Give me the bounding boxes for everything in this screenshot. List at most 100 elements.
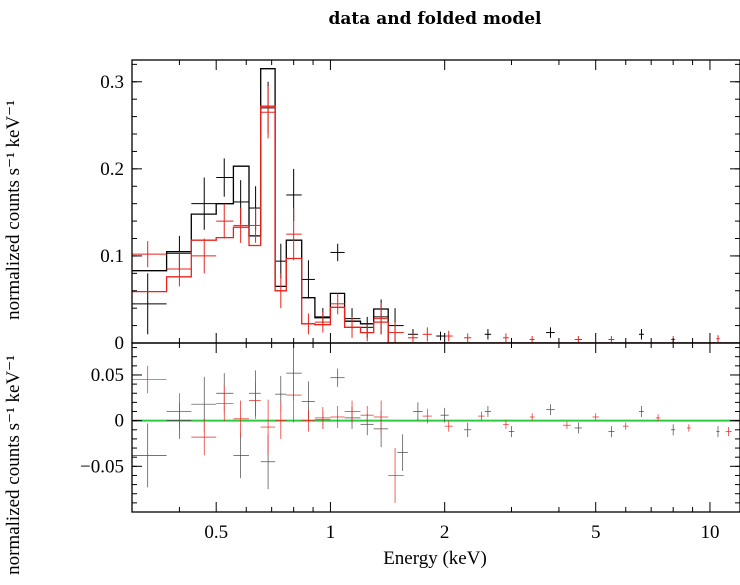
data-point	[546, 404, 555, 416]
data-point	[344, 316, 361, 338]
data-point	[373, 400, 389, 434]
data-point	[286, 208, 302, 261]
data-and-model-panel: 0 0.1 0.2 0.3	[100, 59, 740, 354]
data-point	[686, 424, 691, 432]
data-point	[233, 432, 249, 479]
data-point	[360, 323, 374, 342]
data-point	[344, 308, 361, 330]
data-point	[216, 373, 234, 414]
data-point	[132, 273, 167, 335]
residuals-panel: −0.05 0 0.05 0.5 1 2 5 10	[80, 342, 740, 543]
data-point	[484, 329, 492, 340]
data-point	[216, 385, 234, 422]
data-point	[508, 426, 515, 438]
y-tick-label: 0.2	[100, 159, 124, 180]
data-point	[286, 367, 302, 423]
y-tick-label: 0	[115, 333, 125, 354]
data-point	[725, 427, 732, 437]
data-point	[216, 158, 234, 197]
data-point	[440, 407, 449, 423]
data-point	[397, 434, 408, 471]
x-tick-label: 0.5	[204, 522, 228, 543]
data-point	[260, 399, 276, 455]
data-point	[655, 414, 661, 422]
data-point	[562, 421, 571, 429]
chart-title: data and folded model	[329, 9, 543, 29]
data-point	[344, 406, 361, 429]
y-tick-label: −0.05	[80, 456, 124, 477]
data-point	[444, 330, 453, 342]
data-point	[330, 368, 345, 387]
data-point	[248, 186, 261, 230]
y-tick-label: 0.05	[91, 365, 124, 386]
data-point	[275, 243, 287, 279]
data-point	[166, 393, 192, 430]
data-point	[166, 402, 192, 439]
data-point	[484, 406, 492, 417]
data-point	[464, 333, 472, 343]
model-step-line	[132, 68, 740, 343]
data-point	[388, 308, 404, 343]
data-point	[233, 180, 249, 224]
data-point	[166, 251, 192, 287]
panel-frame	[131, 342, 740, 513]
data-point	[546, 327, 555, 338]
data-point	[314, 406, 331, 429]
data-point	[275, 273, 287, 309]
data-point	[388, 322, 404, 343]
bottom-y-axis-label: normalized counts s⁻¹ keV⁻¹	[3, 355, 24, 575]
x-tick-label: 1	[326, 522, 336, 543]
data-point	[503, 333, 509, 343]
data-point	[464, 422, 472, 438]
data-point	[373, 302, 389, 335]
data-point	[716, 335, 720, 343]
data-point	[301, 260, 315, 299]
data-point	[301, 313, 315, 335]
data-point	[191, 177, 217, 230]
data-point	[716, 426, 720, 438]
x-tick-label: 2	[440, 522, 450, 543]
data-point	[638, 329, 644, 340]
data-point	[216, 203, 234, 239]
y-tick-label: 0.1	[100, 246, 124, 267]
data-point	[622, 422, 629, 430]
data-point	[248, 208, 261, 243]
data-point	[360, 406, 374, 425]
data-point	[592, 413, 599, 421]
data-point	[301, 409, 315, 432]
data-point	[132, 423, 167, 488]
data-point	[330, 293, 345, 315]
x-tick-label: 10	[700, 522, 719, 543]
data-point	[412, 402, 423, 421]
model-step-line	[132, 105, 740, 343]
data-point	[608, 426, 615, 438]
data-point	[191, 376, 217, 432]
data-point	[388, 448, 404, 503]
data-point	[444, 420, 453, 432]
data-point	[191, 418, 217, 456]
data-point	[574, 336, 582, 343]
data-point	[344, 400, 361, 423]
x-tick-label: 5	[591, 522, 601, 543]
panel-frame	[131, 59, 740, 344]
data-point	[422, 327, 432, 342]
data-point	[574, 422, 582, 434]
data-point	[422, 408, 432, 424]
y-tick-label: 0.3	[100, 72, 124, 93]
y-tick-label: 0	[115, 411, 125, 432]
data-point	[233, 208, 249, 243]
x-axis-label: Energy (keV)	[383, 548, 487, 569]
data-point	[671, 424, 676, 436]
data-point	[529, 336, 535, 343]
data-point	[275, 402, 287, 439]
data-point	[638, 406, 644, 417]
data-point	[314, 311, 331, 333]
plot-area	[132, 68, 740, 343]
data-point	[330, 406, 345, 428]
data-point	[248, 370, 261, 417]
data-point	[248, 382, 261, 419]
plot-area	[132, 345, 740, 503]
data-point	[260, 86, 276, 139]
data-point	[233, 400, 249, 438]
